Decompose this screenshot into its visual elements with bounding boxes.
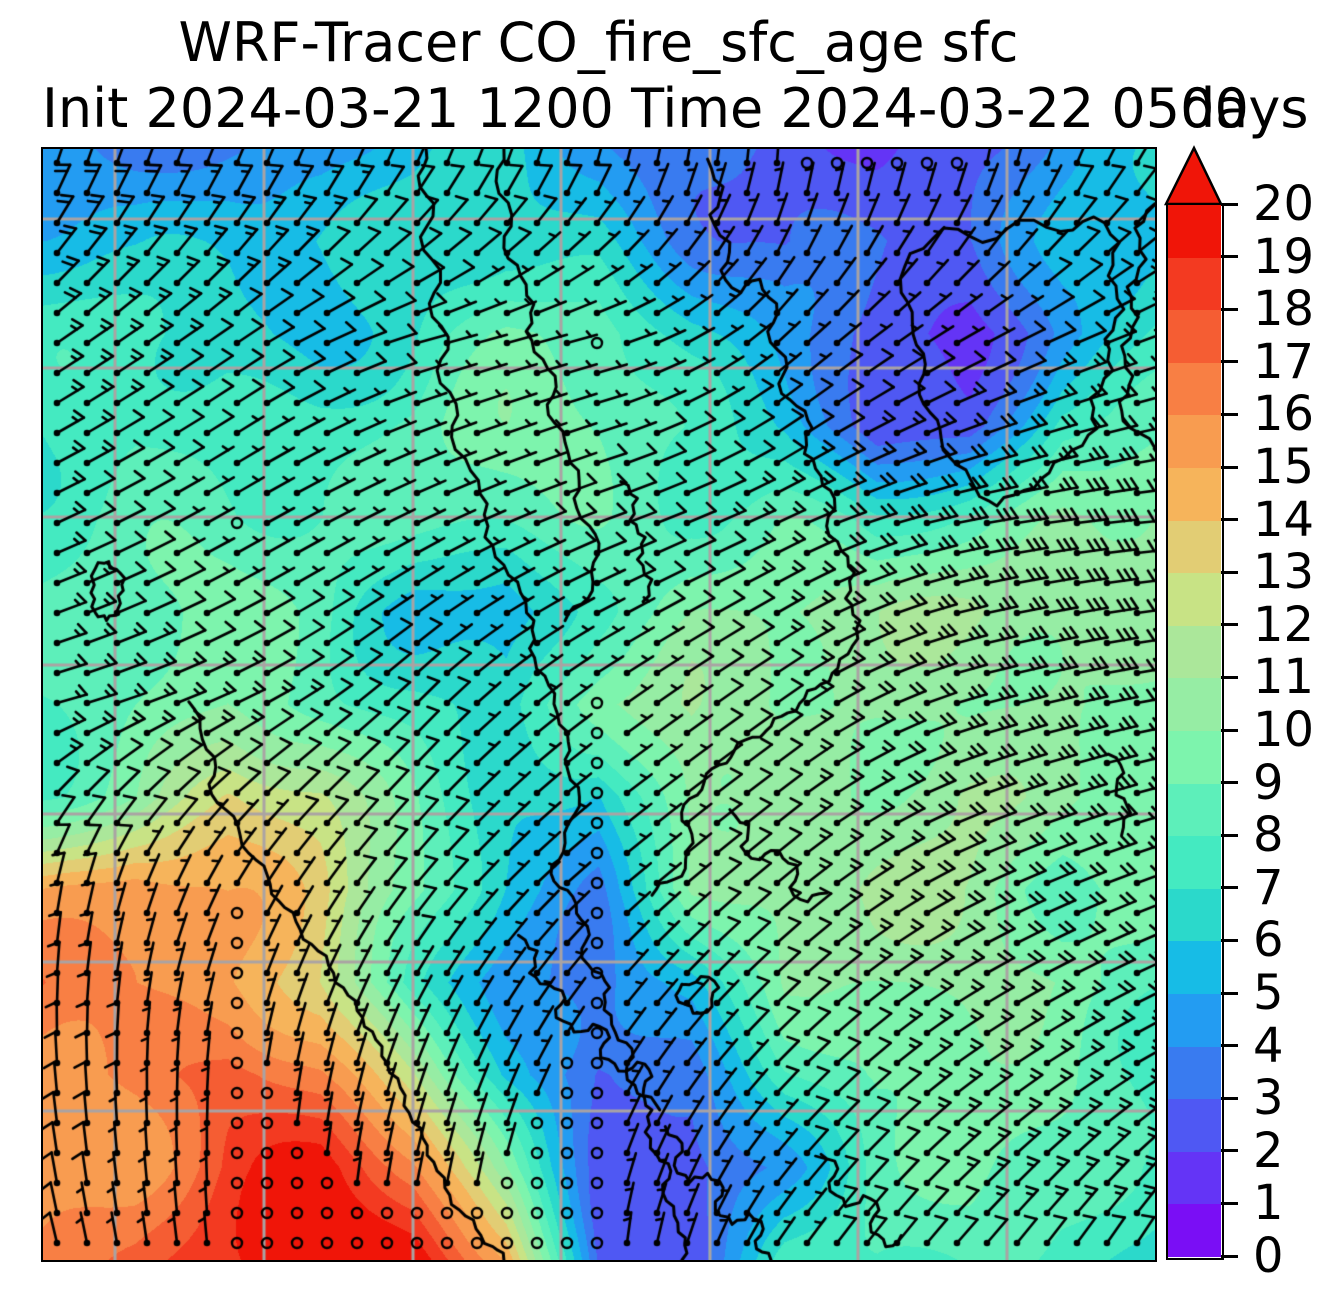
colorbar-tick-label: 15 <box>1253 439 1315 495</box>
colorbar-tick-label: 5 <box>1253 965 1284 1021</box>
colorbar-tick <box>1221 623 1238 627</box>
colorbar-band <box>1167 677 1221 731</box>
colorbar-tick <box>1221 1149 1238 1153</box>
colorbar-band <box>1167 467 1221 521</box>
colorbar-tick <box>1221 728 1238 732</box>
colorbar-tick-label: 6 <box>1253 912 1284 969</box>
colorbar-band <box>1167 1150 1221 1205</box>
colorbar-tick-label: 14 <box>1253 491 1315 548</box>
colorbar-band <box>1167 256 1221 311</box>
colorbar-tick-label: 16 <box>1253 386 1315 443</box>
colorbar-tick-label: 7 <box>1253 859 1284 916</box>
colorbar-band <box>1167 519 1221 574</box>
colorbar-tick-label: 8 <box>1253 807 1284 864</box>
colorbar-band <box>1167 1203 1221 1257</box>
map-canvas <box>42 148 1155 1260</box>
colorbar-band <box>1167 624 1221 679</box>
colorbar-band <box>1167 1098 1221 1152</box>
colorbar-tick-label: 17 <box>1253 333 1315 390</box>
colorbar-band <box>1167 993 1221 1047</box>
colorbar-band <box>1167 887 1221 942</box>
colorbar-tick <box>1221 1044 1238 1048</box>
colorbar-tick-label: 0 <box>1253 1228 1284 1284</box>
colorbar-tick <box>1221 465 1238 469</box>
colorbar-band <box>1167 940 1221 994</box>
colorbar-band <box>1167 572 1221 626</box>
colorbar-tick <box>1221 886 1238 890</box>
colorbar-tick-label: 1 <box>1253 1175 1284 1232</box>
colorbar-tick <box>1221 675 1238 679</box>
colorbar-tick-label: 9 <box>1253 754 1284 811</box>
subtitle-init-time: Init 2024-03-21 1200 Time 2024-03-22 050… <box>42 77 1249 140</box>
colorbar-band <box>1167 309 1221 363</box>
colorbar-tick <box>1221 1254 1238 1258</box>
colorbar-tick-label: 11 <box>1253 649 1315 706</box>
colorbar-band <box>1167 1045 1221 1100</box>
colorbar-tick <box>1221 938 1238 942</box>
colorbar-tick <box>1221 570 1238 574</box>
colorbar-tick <box>1221 1201 1238 1205</box>
colorbar-band <box>1167 730 1221 784</box>
colorbar-tick <box>1221 781 1238 785</box>
colorbar-band <box>1167 204 1221 258</box>
colorbar-frame <box>1166 203 1224 1260</box>
colorbar-tick-label: 12 <box>1253 596 1315 653</box>
colorbar-tick <box>1221 1096 1238 1100</box>
colorbar-tick-label: 10 <box>1253 702 1315 758</box>
colorbar-band <box>1167 414 1221 468</box>
colorbar-tick <box>1221 360 1238 364</box>
colorbar-tick <box>1221 833 1238 837</box>
colorbar-tick-label: 20 <box>1253 176 1315 232</box>
page-title: WRF-Tracer CO_fire_sfc_age sfc <box>178 11 1019 74</box>
colorbar-tick-label: 2 <box>1253 1122 1284 1179</box>
colorbar-tick <box>1221 518 1238 522</box>
colorbar-tick-label: 4 <box>1253 1017 1284 1074</box>
colorbar-tick <box>1221 202 1238 206</box>
colorbar-tick <box>1221 412 1238 416</box>
colorbar-tick <box>1221 307 1238 311</box>
colorbar-units-label: days <box>1181 77 1309 140</box>
colorbar-band <box>1167 835 1221 889</box>
colorbar-tick <box>1221 991 1238 995</box>
colorbar-tick-label: 18 <box>1253 281 1315 338</box>
colorbar-band <box>1167 361 1221 416</box>
colorbar-tick-label: 19 <box>1253 228 1315 285</box>
colorbar-tick <box>1221 255 1238 259</box>
colorbar-tick-label: 13 <box>1253 544 1315 601</box>
colorbar-band <box>1167 782 1221 837</box>
colorbar-tick-label: 3 <box>1253 1070 1284 1127</box>
